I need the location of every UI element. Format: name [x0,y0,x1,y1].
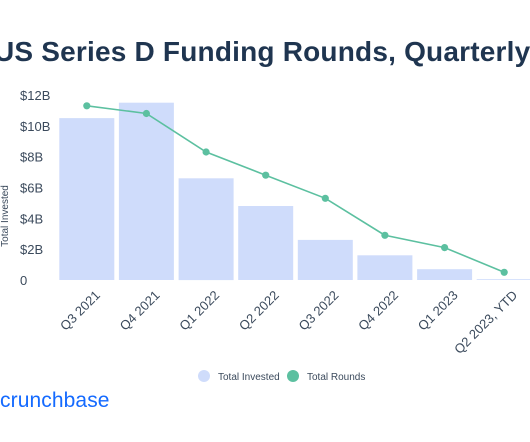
legend-label-total-rounds: Total Rounds [307,372,365,383]
legend-swatch-total-invested [198,370,210,382]
x-tick-label: Q4 2022 [355,288,401,334]
y-tick-label: $2B [20,242,43,257]
rounds-point-q1-2022 [202,148,210,156]
bar-q3-2022 [297,239,353,280]
legend-swatch-total-rounds [287,370,299,382]
y-axis-ticks: 0 $2B $4B $6B $8B $10B $12B [20,88,50,288]
x-tick-label: Q1 2022 [176,288,222,334]
x-tick-label: Q1 2023 [415,288,461,334]
bars-layer [59,102,530,281]
bar-q4-2021 [118,102,174,280]
y-tick-label: $10B [20,119,50,134]
y-axis-title: Total Invested [0,185,11,247]
legend: Total Invested Total Rounds [198,370,365,383]
x-tick-label: Q2 2023, YTD [451,288,520,357]
rounds-point-q1-2023 [441,244,449,252]
bar-q2-2022 [238,206,294,280]
bar-q3-2021 [59,118,115,280]
y-tick-label: $4B [20,211,43,226]
rounds-point-q4-2022 [381,231,389,239]
y-tick-label: $8B [20,150,43,165]
rounds-line [86,105,505,274]
rounds-point-q4-2021 [142,109,150,118]
x-tick-label: Q3 2021 [57,288,103,334]
crunchbase-logo: crunchbase [0,389,110,412]
rounds-point-q3-2021 [83,102,91,110]
x-axis-ticks: Q3 2021 Q4 2021 Q1 2022 Q2 2022 Q3 2022 Q4 20… [57,288,520,357]
bar-q1-2022 [178,178,234,281]
x-tick-label: Q4 2021 [117,288,163,334]
chart-title: US Series D Funding Rounds, Quarterly [0,36,530,67]
rounds-point-q2-2022 [262,171,270,179]
x-tick-label: Q3 2022 [296,288,342,334]
y-tick-label: 0 [20,273,27,288]
y-tick-label: $12B [20,88,50,103]
x-tick-label: Q2 2022 [236,288,282,334]
y-tick-label: $6B [20,181,43,196]
bar-q2-2023-ytd [476,279,530,280]
bar-q4-2022 [357,255,413,280]
legend-label-total-invested: Total Invested [218,372,280,383]
rounds-point-q3-2022 [321,194,329,202]
rounds-line-layer [83,102,508,276]
bar-q1-2023 [417,269,473,280]
rounds-point-q2-2023-ytd [500,268,508,276]
